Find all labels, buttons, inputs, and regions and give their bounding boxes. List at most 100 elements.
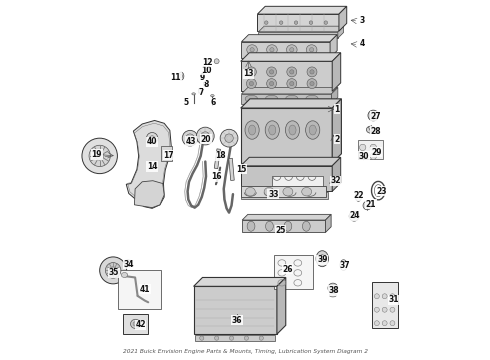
Polygon shape — [258, 32, 338, 38]
Text: 35: 35 — [109, 268, 119, 277]
Text: 2: 2 — [335, 135, 340, 144]
Polygon shape — [241, 157, 341, 166]
Text: 17: 17 — [164, 151, 174, 160]
Circle shape — [370, 153, 376, 159]
Text: 1: 1 — [335, 105, 340, 114]
Ellipse shape — [285, 121, 299, 139]
Circle shape — [215, 336, 219, 340]
Ellipse shape — [367, 126, 375, 133]
FancyBboxPatch shape — [358, 140, 383, 159]
Circle shape — [196, 127, 214, 145]
Circle shape — [205, 58, 211, 64]
Circle shape — [246, 78, 256, 89]
Circle shape — [307, 67, 317, 77]
Circle shape — [390, 321, 395, 326]
Polygon shape — [241, 53, 341, 61]
Circle shape — [89, 145, 110, 167]
Circle shape — [290, 81, 294, 86]
Polygon shape — [242, 42, 330, 58]
Ellipse shape — [198, 88, 203, 93]
Polygon shape — [241, 99, 342, 108]
Circle shape — [390, 294, 395, 299]
Circle shape — [324, 21, 328, 24]
Ellipse shape — [287, 45, 297, 55]
Text: 3: 3 — [359, 16, 365, 25]
Circle shape — [374, 294, 379, 299]
Circle shape — [124, 260, 132, 267]
Text: 21: 21 — [366, 199, 376, 208]
Circle shape — [147, 132, 158, 144]
Polygon shape — [330, 35, 337, 58]
Ellipse shape — [306, 95, 318, 102]
Polygon shape — [257, 14, 339, 31]
Text: 2021 Buick Envision Engine Parts & Mounts, Timing, Lubrication System Diagram 2: 2021 Buick Envision Engine Parts & Mount… — [122, 349, 368, 354]
Circle shape — [249, 70, 253, 74]
Ellipse shape — [289, 125, 296, 135]
Text: 36: 36 — [232, 315, 243, 324]
Circle shape — [199, 336, 204, 340]
Circle shape — [382, 294, 387, 299]
Ellipse shape — [310, 48, 314, 52]
FancyBboxPatch shape — [242, 186, 326, 197]
Ellipse shape — [270, 48, 274, 52]
Ellipse shape — [203, 81, 208, 86]
Circle shape — [328, 283, 338, 293]
Ellipse shape — [265, 121, 279, 139]
Circle shape — [360, 153, 366, 159]
Ellipse shape — [302, 221, 310, 231]
Ellipse shape — [245, 121, 259, 139]
Text: 28: 28 — [371, 127, 381, 136]
Ellipse shape — [290, 48, 294, 52]
Circle shape — [287, 67, 297, 77]
Circle shape — [270, 81, 274, 86]
Circle shape — [246, 67, 256, 77]
Ellipse shape — [264, 188, 274, 196]
Circle shape — [270, 70, 274, 74]
Circle shape — [287, 78, 297, 89]
Circle shape — [309, 21, 313, 24]
Text: 12: 12 — [202, 58, 213, 67]
Text: 31: 31 — [389, 295, 399, 304]
Text: 8: 8 — [203, 80, 209, 89]
Circle shape — [110, 267, 117, 274]
Circle shape — [294, 21, 298, 24]
Ellipse shape — [178, 72, 184, 80]
Circle shape — [149, 136, 155, 141]
Text: 42: 42 — [135, 320, 146, 329]
Circle shape — [360, 144, 366, 150]
Circle shape — [370, 144, 376, 150]
Ellipse shape — [319, 255, 325, 262]
Circle shape — [96, 152, 104, 160]
Polygon shape — [242, 94, 331, 104]
Polygon shape — [332, 99, 342, 163]
Ellipse shape — [269, 125, 276, 135]
FancyBboxPatch shape — [372, 282, 398, 328]
Text: 43: 43 — [186, 136, 196, 145]
FancyBboxPatch shape — [274, 256, 313, 289]
Text: 10: 10 — [201, 66, 211, 75]
FancyBboxPatch shape — [271, 176, 323, 191]
Text: 38: 38 — [329, 286, 340, 295]
Ellipse shape — [247, 221, 255, 231]
Circle shape — [374, 321, 379, 326]
Text: 40: 40 — [147, 137, 157, 146]
Text: 33: 33 — [268, 190, 279, 199]
Circle shape — [220, 129, 238, 147]
Ellipse shape — [309, 125, 316, 135]
Text: 37: 37 — [340, 261, 350, 270]
Circle shape — [182, 130, 198, 146]
Text: 4: 4 — [359, 39, 365, 48]
Circle shape — [186, 134, 195, 143]
Circle shape — [352, 214, 356, 218]
Text: 15: 15 — [236, 165, 246, 174]
Ellipse shape — [302, 188, 312, 196]
Circle shape — [382, 307, 387, 312]
Text: 41: 41 — [140, 285, 150, 294]
Ellipse shape — [122, 273, 128, 278]
FancyBboxPatch shape — [229, 158, 234, 180]
Ellipse shape — [201, 75, 203, 77]
Circle shape — [307, 78, 317, 89]
Ellipse shape — [284, 221, 292, 231]
Ellipse shape — [286, 95, 298, 102]
Circle shape — [229, 336, 234, 340]
